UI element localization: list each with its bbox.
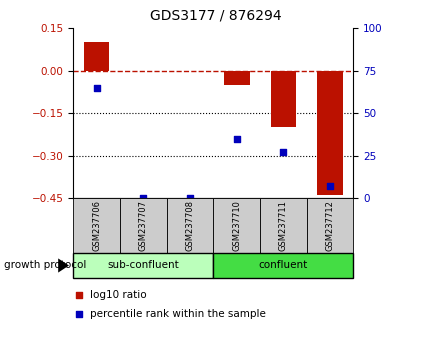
Text: GDS3177 / 876294: GDS3177 / 876294 — [149, 9, 281, 23]
Bar — [120, 198, 166, 253]
Bar — [259, 198, 306, 253]
Point — [233, 136, 240, 142]
Text: percentile rank within the sample: percentile rank within the sample — [90, 309, 265, 319]
Bar — [166, 198, 213, 253]
Text: growth protocol: growth protocol — [4, 261, 86, 270]
Point — [280, 149, 286, 155]
Point — [140, 195, 147, 201]
Point — [75, 292, 82, 298]
Bar — [316, 71, 342, 195]
Text: confluent: confluent — [258, 261, 307, 270]
Text: log10 ratio: log10 ratio — [90, 290, 146, 300]
Bar — [213, 253, 353, 278]
Bar — [83, 42, 109, 71]
Bar — [73, 253, 213, 278]
Polygon shape — [58, 258, 69, 273]
Text: sub-confluent: sub-confluent — [107, 261, 179, 270]
Point — [93, 85, 100, 91]
Text: GSM237706: GSM237706 — [92, 200, 101, 251]
Bar — [213, 198, 259, 253]
Text: GSM237711: GSM237711 — [278, 200, 287, 251]
Bar — [223, 71, 249, 85]
Text: GSM237707: GSM237707 — [138, 200, 147, 251]
Point — [326, 183, 333, 189]
Bar — [73, 198, 120, 253]
Text: GSM237710: GSM237710 — [232, 200, 241, 251]
Text: GSM237712: GSM237712 — [325, 200, 334, 251]
Bar — [306, 198, 353, 253]
Point — [75, 311, 82, 316]
Point — [186, 195, 193, 201]
Text: GSM237708: GSM237708 — [185, 200, 194, 251]
Bar — [270, 71, 295, 127]
